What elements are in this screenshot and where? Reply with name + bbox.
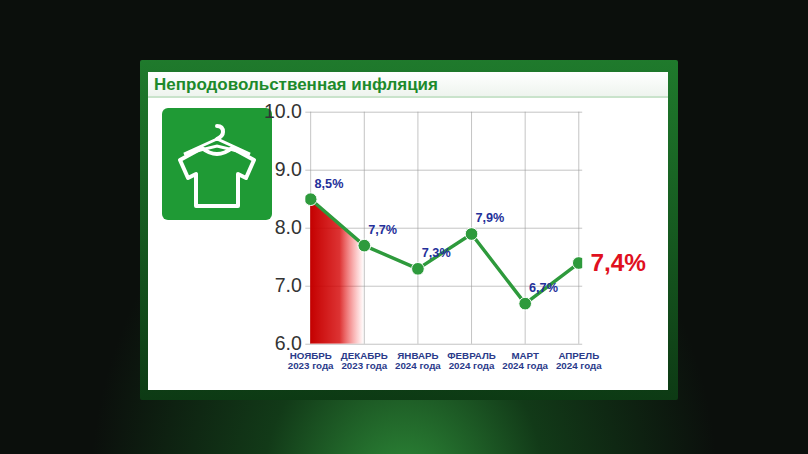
svg-text:7,3%: 7,3%	[422, 246, 451, 260]
svg-text:АПРЕЛЬ2024 года: АПРЕЛЬ2024 года	[556, 350, 602, 371]
html-text:Непродовольственная инфляция: Непродовольственная инфляция	[154, 75, 438, 94]
svg-text:ЯНВАРЬ2024 года: ЯНВАРЬ2024 года	[395, 350, 441, 371]
svg-text:10.0: 10.0	[264, 100, 302, 122]
svg-text:НОЯБРЬ2023 года: НОЯБРЬ2023 года	[288, 350, 334, 371]
svg-text:7,9%: 7,9%	[475, 211, 504, 225]
svg-text:7.0: 7.0	[275, 274, 302, 296]
svg-text:6.0: 6.0	[274, 332, 302, 355]
svg-text:ДЕКАБРЬ2023 года: ДЕКАБРЬ2023 года	[341, 350, 388, 371]
svg-text:8,5%: 8,5%	[315, 177, 344, 191]
svg-text:9.0: 9.0	[275, 158, 302, 180]
svg-text:6,7%: 6,7%	[529, 281, 558, 295]
svg-text:7,7%: 7,7%	[368, 223, 397, 237]
svg-text:8.0: 8.0	[275, 216, 302, 238]
svg-text:ФЕВРАЛЬ2024 года: ФЕВРАЛЬ2024 года	[447, 350, 496, 371]
svg-text:7,4%: 7,4%	[590, 249, 646, 276]
svg-text:МАРТ2024 года: МАРТ2024 года	[502, 350, 548, 371]
